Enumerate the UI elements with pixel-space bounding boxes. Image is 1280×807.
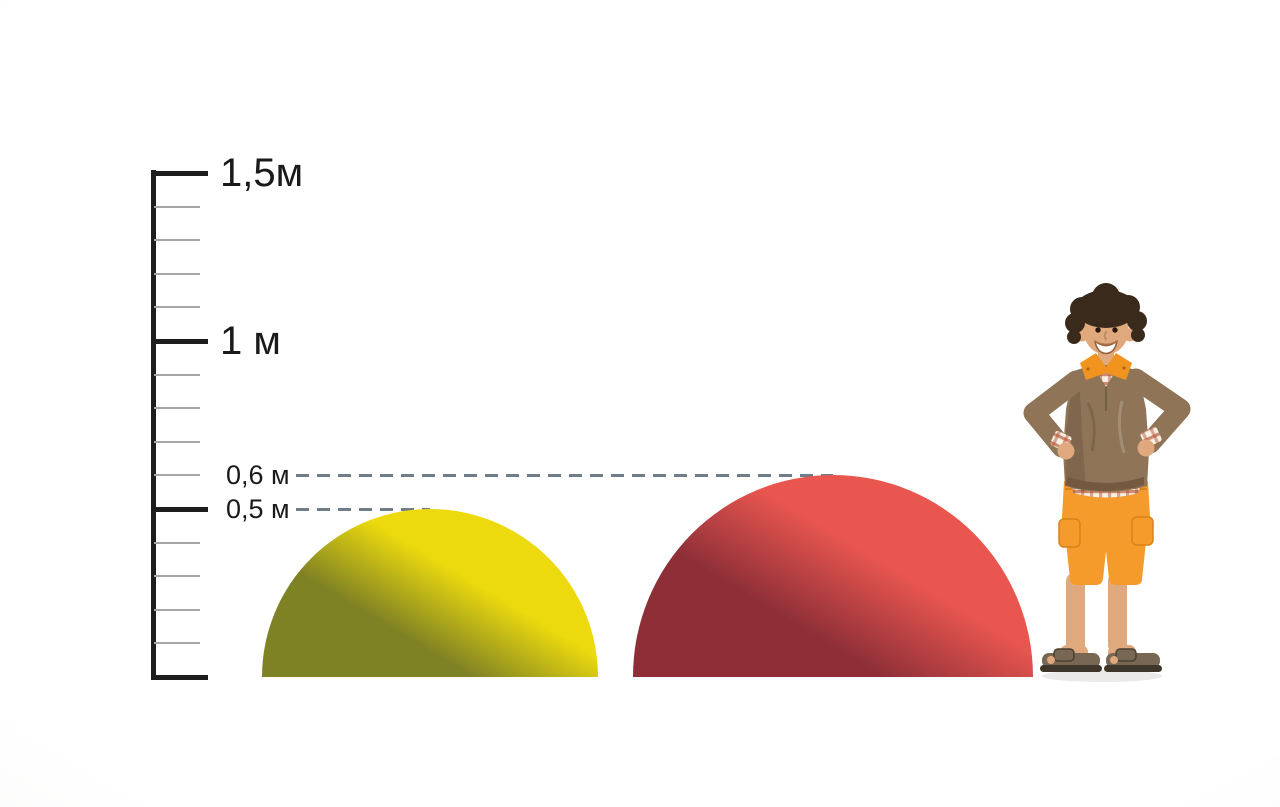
minor-tick bbox=[154, 642, 200, 645]
red-dome bbox=[633, 475, 1033, 677]
child-for-scale bbox=[1023, 283, 1191, 682]
major-tick bbox=[151, 338, 208, 344]
minor-tick bbox=[154, 272, 200, 275]
scale-label-1-5m: 1,5м bbox=[220, 151, 304, 195]
minor-tick bbox=[154, 205, 200, 208]
major-tick bbox=[151, 674, 208, 680]
dashed-leader-line bbox=[296, 473, 833, 477]
dashed-leader-line bbox=[296, 507, 430, 511]
measuring-scale bbox=[151, 0, 211, 807]
major-tick bbox=[151, 506, 208, 512]
minor-tick bbox=[154, 541, 200, 544]
sandal-left-icon bbox=[1040, 648, 1102, 672]
scale-label-1m: 1 м bbox=[220, 319, 281, 363]
shorts bbox=[1058, 481, 1154, 585]
hand bbox=[1057, 442, 1075, 460]
minor-tick bbox=[154, 474, 200, 477]
callout-label: 0,5 м bbox=[226, 493, 290, 524]
minor-tick bbox=[154, 373, 200, 376]
scale-axis-line bbox=[151, 170, 156, 680]
minor-tick bbox=[154, 407, 200, 410]
yellow-dome bbox=[262, 509, 598, 677]
callout-label: 0,6 м bbox=[226, 459, 290, 490]
hand bbox=[1137, 439, 1155, 457]
minor-tick bbox=[154, 575, 200, 578]
sandal-right-icon bbox=[1104, 648, 1162, 672]
orange-collar bbox=[1080, 353, 1132, 380]
head bbox=[1065, 283, 1147, 355]
curly-hair bbox=[1065, 283, 1147, 344]
minor-tick bbox=[154, 440, 200, 443]
minor-tick bbox=[154, 239, 200, 242]
legs bbox=[1060, 573, 1136, 661]
minor-tick bbox=[154, 306, 200, 309]
figure-shadow bbox=[1042, 670, 1162, 682]
major-tick bbox=[151, 170, 208, 176]
height-callout-0-6m: 0,6 м bbox=[226, 459, 833, 491]
height-callout-0-5m: 0,5 м bbox=[226, 493, 430, 525]
minor-tick bbox=[154, 608, 200, 611]
jacket bbox=[1023, 365, 1191, 492]
